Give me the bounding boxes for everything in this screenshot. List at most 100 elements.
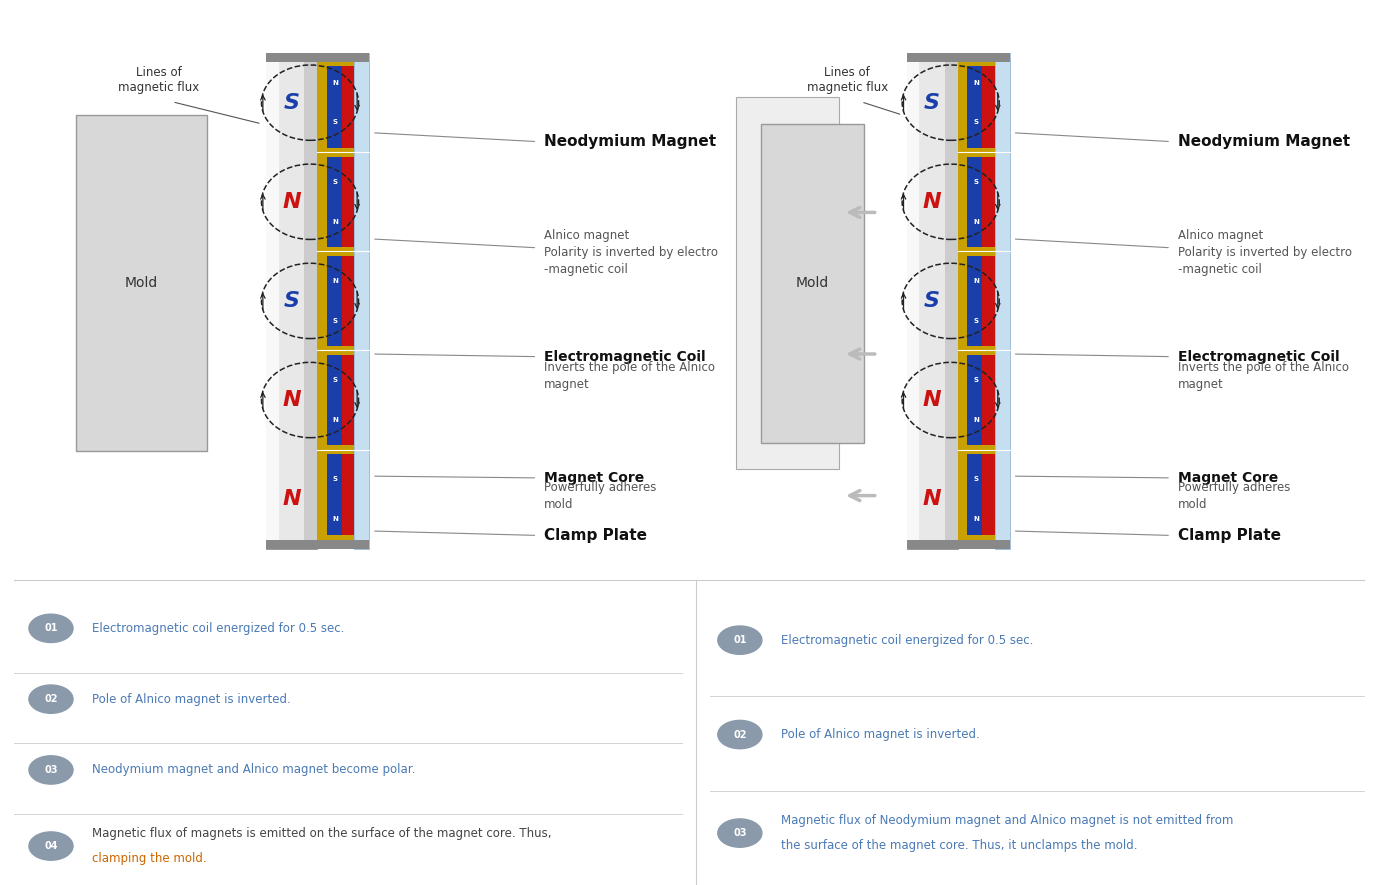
FancyBboxPatch shape [326,251,342,350]
Circle shape [718,720,762,749]
Text: Alnico magnet
Polarity is inverted by electro
-magnetic coil: Alnico magnet Polarity is inverted by el… [544,228,718,276]
FancyBboxPatch shape [342,450,354,549]
FancyBboxPatch shape [317,53,354,66]
Text: Electromagnetic coil energized for 0.5 sec.: Electromagnetic coil energized for 0.5 s… [92,622,345,635]
FancyBboxPatch shape [317,148,354,157]
FancyBboxPatch shape [342,350,354,450]
Text: S: S [333,476,338,482]
FancyBboxPatch shape [967,450,982,549]
Text: S: S [333,377,338,383]
Text: Alnico magnet
Polarity is inverted by electro
-magnetic coil: Alnico magnet Polarity is inverted by el… [1177,228,1352,276]
FancyBboxPatch shape [957,53,995,66]
FancyBboxPatch shape [907,540,1010,549]
FancyBboxPatch shape [982,152,995,251]
Text: N: N [282,489,301,509]
FancyBboxPatch shape [907,53,919,549]
Text: N: N [282,390,301,410]
Text: 04: 04 [45,841,57,851]
FancyBboxPatch shape [304,53,317,549]
Text: 01: 01 [734,635,746,645]
FancyBboxPatch shape [326,350,342,450]
Text: Pole of Alnico magnet is inverted.: Pole of Alnico magnet is inverted. [781,728,979,741]
Text: 01: 01 [45,623,57,634]
Text: N: N [974,516,979,522]
FancyBboxPatch shape [266,53,279,549]
Text: Pole of Alnico magnet is inverted.: Pole of Alnico magnet is inverted. [92,693,292,705]
Text: Powerfully adheres
mold: Powerfully adheres mold [1177,481,1290,511]
Circle shape [29,832,73,860]
Text: Clamp Plate: Clamp Plate [544,528,647,543]
Text: Mold: Mold [124,276,158,290]
Text: N: N [922,192,942,212]
Text: S: S [974,318,979,324]
Text: N: N [974,80,979,86]
Text: 02: 02 [734,729,746,740]
FancyBboxPatch shape [354,53,370,549]
Text: clamping the mold.: clamping the mold. [92,852,206,865]
FancyBboxPatch shape [957,445,995,454]
FancyBboxPatch shape [957,535,995,549]
Circle shape [29,614,73,643]
Text: S: S [974,476,979,482]
Text: 03: 03 [45,765,57,775]
FancyBboxPatch shape [326,53,342,152]
FancyBboxPatch shape [957,53,967,549]
Text: Inverts the pole of the Alnico
magnet: Inverts the pole of the Alnico magnet [544,361,716,391]
Text: N: N [332,417,339,423]
Text: N: N [332,516,339,522]
Text: N: N [922,390,942,410]
Text: S: S [283,291,300,311]
Text: N: N [282,192,301,212]
FancyBboxPatch shape [317,535,354,549]
Text: Magnet Core: Magnet Core [1177,471,1278,485]
Text: 02: 02 [45,694,57,704]
FancyBboxPatch shape [342,152,354,251]
FancyBboxPatch shape [957,346,995,355]
Circle shape [718,626,762,654]
Text: Mold: Mold [795,276,829,290]
Text: Electromagnetic Coil: Electromagnetic Coil [544,350,706,364]
Text: 03: 03 [734,828,746,838]
FancyBboxPatch shape [967,251,982,350]
Text: N: N [974,219,979,225]
Circle shape [718,819,762,847]
Text: the surface of the magnet core. Thus, it unclamps the mold.: the surface of the magnet core. Thus, it… [781,839,1138,852]
FancyBboxPatch shape [982,350,995,450]
FancyBboxPatch shape [760,124,864,442]
Text: Lines of
magnetic flux: Lines of magnetic flux [117,65,199,94]
Text: S: S [923,93,940,112]
FancyBboxPatch shape [907,53,957,549]
Text: Magnetic flux of Neodymium magnet and Alnico magnet is not emitted from: Magnetic flux of Neodymium magnet and Al… [781,814,1233,827]
FancyBboxPatch shape [326,152,342,251]
FancyBboxPatch shape [957,247,995,256]
FancyBboxPatch shape [957,148,995,157]
Text: N: N [974,278,979,284]
Text: S: S [283,93,300,112]
FancyBboxPatch shape [266,53,317,549]
FancyBboxPatch shape [75,115,206,451]
Text: S: S [333,318,338,324]
Text: Powerfully adheres
mold: Powerfully adheres mold [544,481,657,511]
Text: S: S [974,179,979,185]
Text: S: S [333,119,338,126]
Text: N: N [974,417,979,423]
Text: Magnet Core: Magnet Core [544,471,644,485]
Circle shape [29,756,73,784]
Text: Lines of
magnetic flux: Lines of magnetic flux [806,65,889,94]
Circle shape [29,685,73,713]
FancyBboxPatch shape [326,450,342,549]
FancyBboxPatch shape [735,97,838,469]
FancyBboxPatch shape [967,53,982,152]
Text: N: N [922,489,942,509]
Text: N: N [332,219,339,225]
FancyBboxPatch shape [317,445,354,454]
FancyBboxPatch shape [317,247,354,256]
Text: Neodymium Magnet: Neodymium Magnet [1177,135,1350,149]
FancyBboxPatch shape [995,53,1010,549]
FancyBboxPatch shape [317,346,354,355]
Text: Electromagnetic coil energized for 0.5 sec.: Electromagnetic coil energized for 0.5 s… [781,634,1034,647]
Text: Magnetic flux of magnets is emitted on the surface of the magnet core. Thus,: Magnetic flux of magnets is emitted on t… [92,827,552,840]
Text: N: N [332,278,339,284]
FancyBboxPatch shape [967,350,982,450]
Text: Electromagnetic Coil: Electromagnetic Coil [1177,350,1339,364]
